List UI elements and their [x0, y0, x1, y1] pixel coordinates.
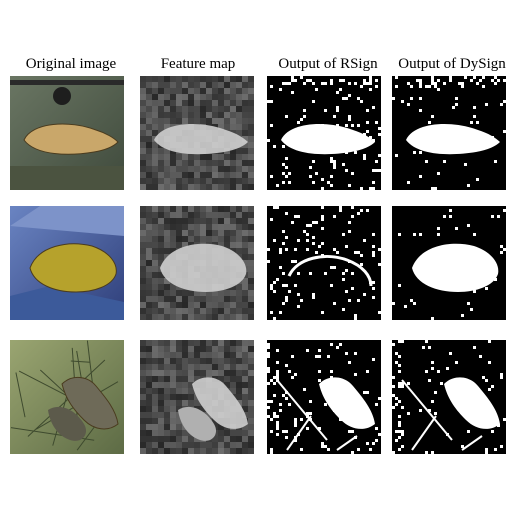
- rsign-image-row-2: [267, 206, 381, 320]
- col-header-feature-map: Feature map: [160, 56, 236, 72]
- col-header-rsign: Output of RSign: [278, 56, 378, 72]
- cell-original-row-1: [10, 76, 124, 190]
- feature-image-row-2: [140, 206, 254, 320]
- cell-original-row-2: [10, 206, 124, 320]
- cell-dysign-row-3: [392, 340, 506, 454]
- dysign-image-row-2: [392, 206, 506, 320]
- feature-image-row-3: [140, 340, 254, 454]
- original-image-row-1: [10, 76, 124, 190]
- cell-feature-row-3: [140, 340, 254, 454]
- dysign-image-row-1: [392, 76, 506, 190]
- cell-dysign-row-1: [392, 76, 506, 190]
- rsign-image-row-3: [267, 340, 381, 454]
- original-image-row-3: [10, 340, 124, 454]
- cell-feature-row-2: [140, 206, 254, 320]
- rsign-image-row-1: [267, 76, 381, 190]
- cell-rsign-row-2: [267, 206, 381, 320]
- cell-dysign-row-2: [392, 206, 506, 320]
- col-header-dysign: Output of DySign: [398, 56, 506, 72]
- cell-original-row-3: [10, 340, 124, 454]
- col-header-original: Original image: [25, 56, 117, 72]
- original-image-row-2: [10, 206, 124, 320]
- feature-image-row-1: [140, 76, 254, 190]
- cell-rsign-row-1: [267, 76, 381, 190]
- cell-rsign-row-3: [267, 340, 381, 454]
- cell-feature-row-1: [140, 76, 254, 190]
- dysign-image-row-3: [392, 340, 506, 454]
